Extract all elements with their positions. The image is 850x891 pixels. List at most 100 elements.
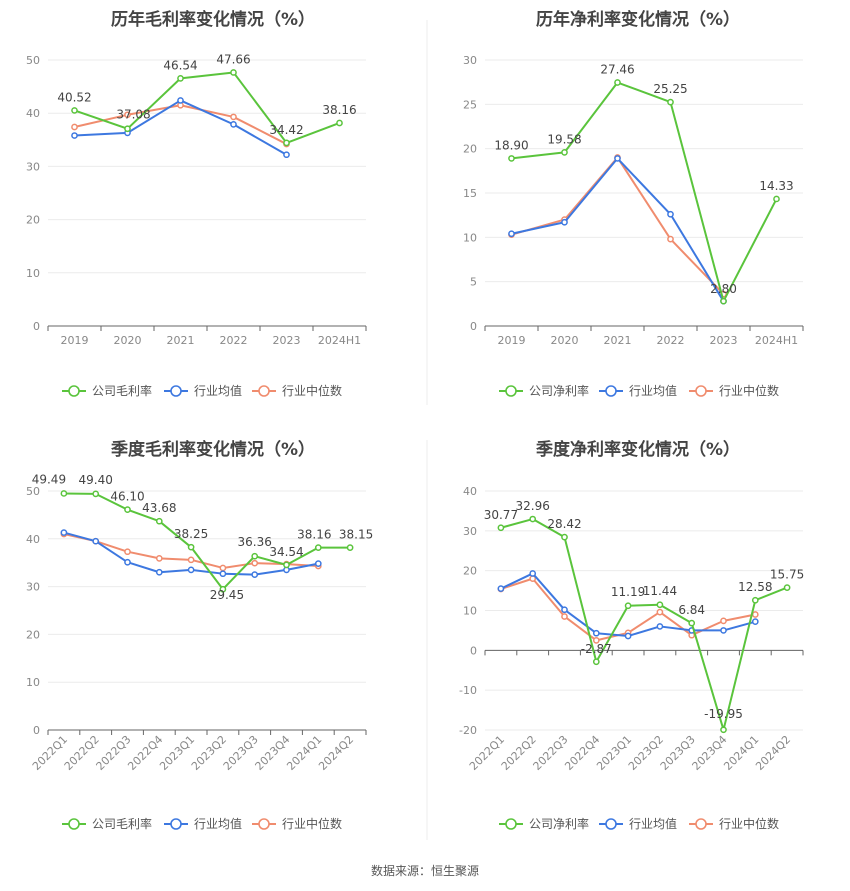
x-tick-label: 2020 [551,334,579,347]
data-point [283,561,290,569]
data-label: 38.25 [174,527,208,541]
x-tick-label: 2022 [657,334,685,347]
legend-swatch-marker [170,385,182,397]
x-tick-label: 2020 [114,334,142,347]
data-label: 19.58 [547,132,581,146]
data-point [508,230,515,238]
x-tick-label: 2022 [220,334,248,347]
data-point [283,139,290,147]
data-label: 38.16 [322,103,356,117]
legend-label: 行业均值 [194,816,242,831]
legend-item-3: 行业中位数 [252,383,342,398]
data-point [624,602,632,610]
x-tick-label: 2024H1 [755,334,798,347]
data-point [124,548,131,556]
data-point [561,149,568,156]
legend-item-3: 行业中位数 [689,383,779,398]
data-point [336,119,343,127]
y-tick-label: -10 [459,684,477,697]
chart-panel-1: 历年毛利率变化情况（%） 0 10 20 30 40 50 2019 2020 2021 2022 2… [26,9,367,398]
data-label: 2.80 [710,282,737,296]
data-label: 49.49 [32,472,66,486]
data-point [751,611,759,618]
legend-item-2: 行业均值 [164,816,242,831]
series-line-1 [63,492,351,591]
legend-item-2: 行业均值 [599,816,677,831]
y-tick-label: 15 [463,187,477,200]
chart-panel-2: 历年净利率变化情况（%） 0 5 10 15 20 25 30 2019 2020 2021 2022… [463,9,804,398]
series-line-3 [74,104,287,145]
legend-item-1: 公司毛利率 [62,383,152,398]
x-tick-label: 2023 [273,334,301,347]
legend-swatch-marker [695,385,707,397]
series-line-1 [74,71,340,144]
legend-label: 公司毛利率 [92,383,152,398]
data-point [561,613,568,620]
data-label: 34.42 [269,123,303,137]
data-point [71,132,78,139]
data-label: 12.58 [738,580,772,594]
data-point [667,98,674,106]
y-tick-label: 30 [26,581,40,594]
y-tick-label: 0 [33,724,40,737]
data-label: 47.66 [216,52,250,66]
y-tick-label: 10 [26,676,40,689]
x-tick-label: 2024H1 [318,334,361,347]
data-point [219,570,227,578]
series-line-1 [500,518,788,731]
data-point [688,619,696,627]
data-label: 34.54 [269,545,303,559]
legend-swatch-marker [68,818,80,830]
data-point [314,560,322,568]
data-label: 38.16 [297,528,331,542]
legend-swatch-marker [695,818,707,830]
data-point [656,623,664,630]
y-tick-label: 30 [463,525,477,538]
legend-label: 行业中位数 [282,816,342,831]
y-tick-label: 10 [26,267,40,280]
data-label: 15.75 [770,568,804,582]
y-tick-label: 40 [26,107,40,120]
chart-panel-4: 季度净利率变化情况（%）-20-100102030402022Q12022Q22… [459,439,804,831]
legend-label: 行业中位数 [719,383,779,398]
data-point [230,113,237,121]
data-point [155,517,163,525]
data-point [720,627,727,634]
x-tick-label: 2024Q2 [753,733,793,773]
data-label: 40.52 [57,90,91,104]
data-label: 29.45 [210,588,244,602]
y-tick-label: 40 [463,485,477,498]
data-label: -2.87 [581,642,612,656]
data-label: 11.19 [611,585,645,599]
data-label: 11.44 [643,584,677,598]
data-point [529,515,537,523]
x-tick-label: 2024Q2 [316,733,356,773]
legend-item-1: 公司净利率 [499,383,589,398]
data-point [508,155,515,162]
data-label: 36.36 [238,535,272,549]
x-tick-label: 2019 [61,334,89,347]
legend-label: 行业中位数 [282,383,342,398]
legend-swatch-marker [605,385,617,397]
data-point [124,111,131,119]
data-point [187,556,195,564]
data-point [251,571,259,579]
legend-item-2: 行业均值 [599,383,677,398]
chart-title: 历年毛利率变化情况（%） [111,9,315,30]
legend-item-1: 公司净利率 [499,816,589,831]
data-point [773,195,780,203]
data-label: -19.95 [704,707,743,721]
data-point [187,566,195,574]
data-point [92,537,100,545]
y-tick-label: 10 [463,605,477,618]
data-point [187,543,195,551]
series-line-1 [511,81,778,303]
data-label: 28.42 [547,517,581,531]
data-point [497,524,505,532]
y-tick-label: 20 [463,565,477,578]
data-point [177,75,184,82]
y-tick-label: 50 [26,54,40,67]
legend-swatch-marker [258,385,270,397]
data-point [251,559,259,567]
